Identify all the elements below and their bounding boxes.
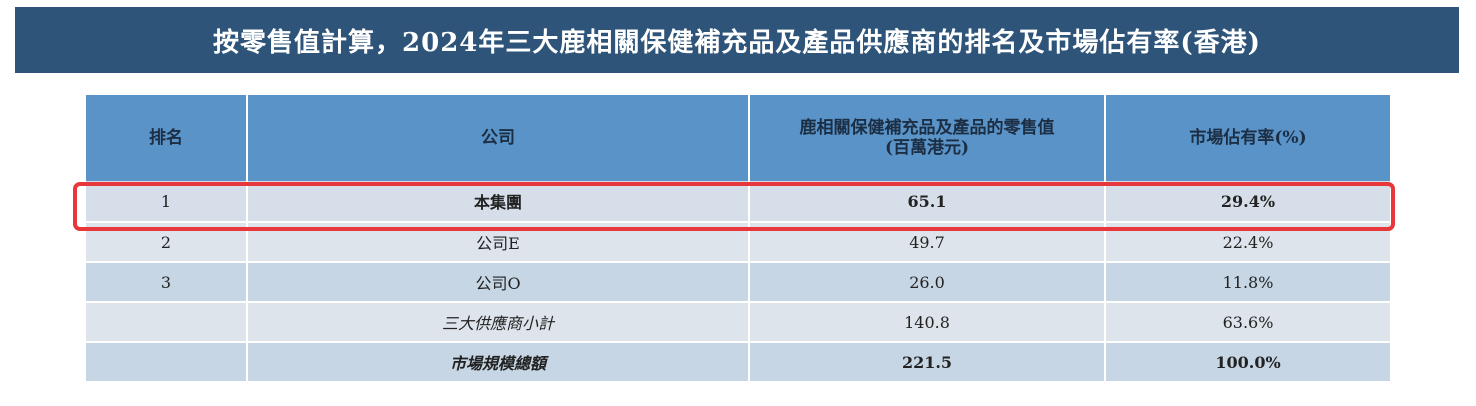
rank-cell: 2 xyxy=(84,222,248,263)
table-row: 3 公司O 26.0 11.8% xyxy=(84,262,1392,303)
table-row: 1 本集團 65.1 29.4% xyxy=(84,181,1392,223)
rank-cell xyxy=(84,302,248,343)
retail-cell: 221.5 xyxy=(748,342,1106,383)
subtotal-row: 三大供應商小計 140.8 63.6% xyxy=(84,302,1392,343)
share-cell: 100.0% xyxy=(1104,342,1392,383)
total-row: 市場規模總額 221.5 100.0% xyxy=(84,342,1392,383)
company-cell: 公司O xyxy=(246,262,750,303)
company-cell: 本集團 xyxy=(246,181,750,223)
header-row: 排名 公司 鹿相關保健補充品及產品的零售值 (百萬港元) 市場佔有率(%) xyxy=(84,95,1392,181)
page-title: 按零售值計算，2024年三大鹿相關保健補充品及產品供應商的排名及市場佔有率(香港… xyxy=(213,27,1261,58)
company-cell: 市場規模總額 xyxy=(246,342,750,383)
company-cell: 公司E xyxy=(246,222,750,263)
retail-cell: 140.8 xyxy=(748,302,1106,343)
retail-cell: 65.1 xyxy=(748,181,1106,223)
rank-cell xyxy=(84,342,248,383)
header-retail-label: 鹿相關保健補充品及產品的零售值 xyxy=(799,118,1055,138)
title-banner: 按零售值計算，2024年三大鹿相關保健補充品及產品供應商的排名及市場佔有率(香港… xyxy=(15,7,1459,73)
retail-cell: 26.0 xyxy=(748,262,1106,303)
share-cell: 29.4% xyxy=(1104,181,1392,223)
retail-cell: 49.7 xyxy=(748,222,1106,263)
header-retail: 鹿相關保健補充品及產品的零售值 (百萬港元) xyxy=(748,95,1106,181)
header-company: 公司 xyxy=(246,95,750,181)
header-rank: 排名 xyxy=(84,95,248,181)
table-row: 2 公司E 49.7 22.4% xyxy=(84,222,1392,263)
header-retail-unit: (百萬港元) xyxy=(884,138,970,158)
share-cell: 11.8% xyxy=(1104,262,1392,303)
share-cell: 22.4% xyxy=(1104,222,1392,263)
share-cell: 63.6% xyxy=(1104,302,1392,343)
header-share: 市場佔有率(%) xyxy=(1104,95,1392,181)
company-cell: 三大供應商小計 xyxy=(246,302,750,343)
ranking-table: 排名 公司 鹿相關保健補充品及產品的零售值 (百萬港元) 市場佔有率(%) 1 … xyxy=(84,95,1392,383)
rank-cell: 1 xyxy=(84,181,248,223)
rank-cell: 3 xyxy=(84,262,248,303)
